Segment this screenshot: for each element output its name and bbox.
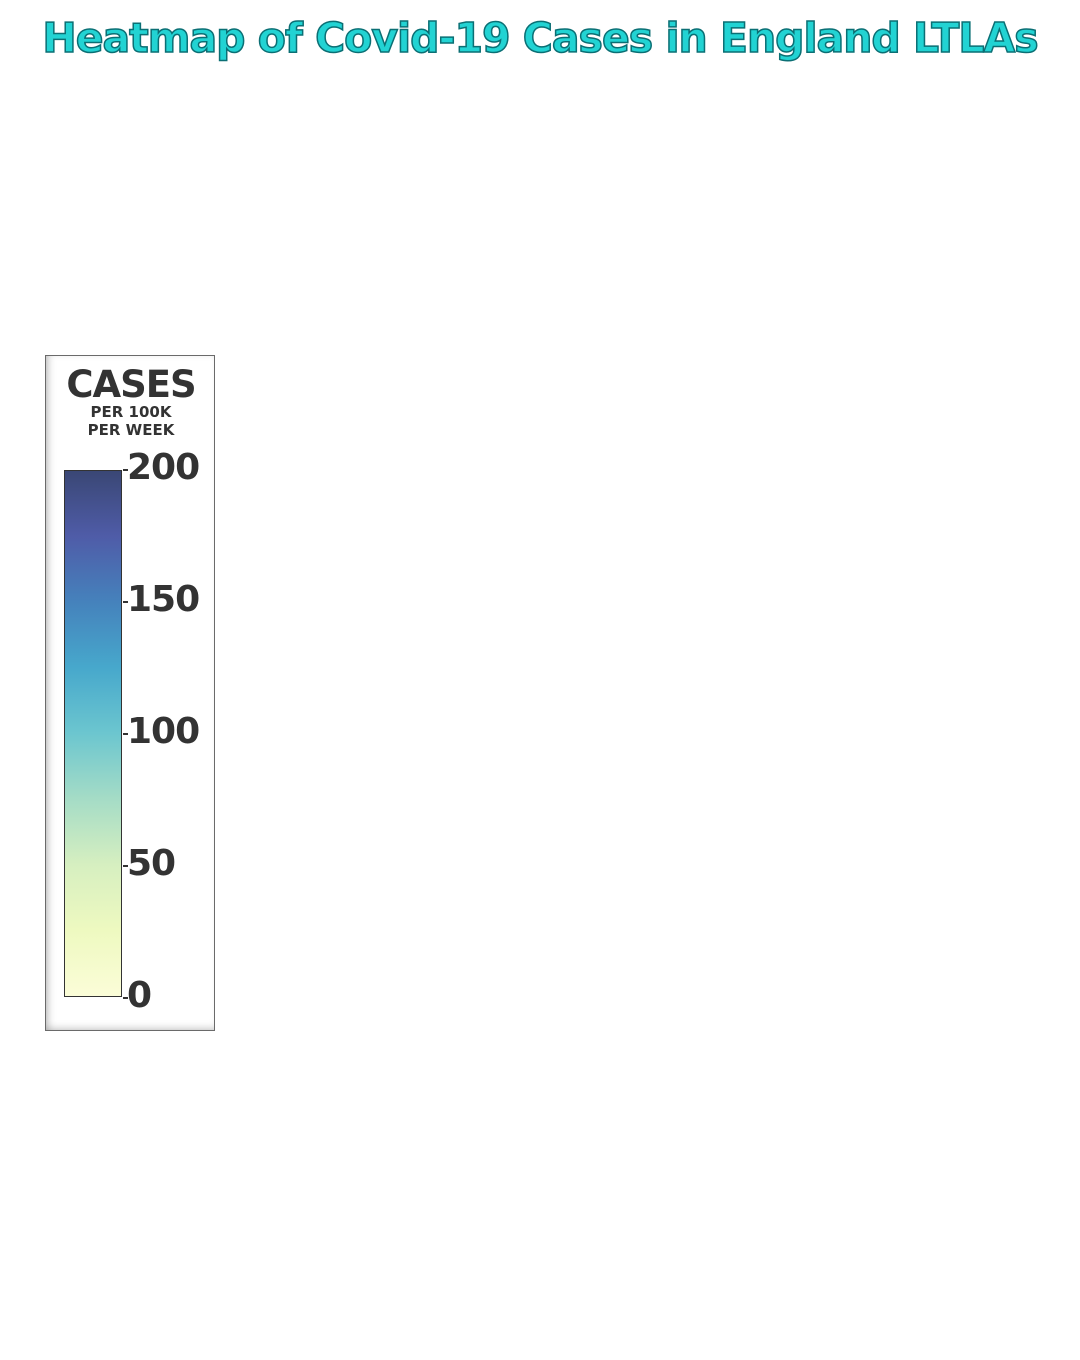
legend-subtitle-line2: PER WEEK: [87, 421, 175, 439]
colorbar-tick-label-100: 100: [127, 711, 200, 752]
colorbar-tick-0: [123, 997, 128, 999]
colorbar-gradient: [64, 470, 122, 997]
map-area: [230, 80, 1060, 1340]
map-title: Heatmap of Covid-19 Cases in England LTL…: [42, 13, 1040, 63]
colorbar-tick-label-200: 200: [127, 447, 200, 488]
colorbar-tick-100: [123, 733, 128, 735]
colorbar-tick-50: [123, 865, 128, 867]
colorbar-tick-label-150: 150: [127, 579, 200, 620]
legend-subtitle-line1: PER 100K: [90, 403, 172, 421]
colorbar-tick-200: [123, 469, 128, 471]
colorbar-legend: CASES PER 100K PER WEEK 200 150 100 50 0: [45, 355, 215, 1031]
colorbar-tick-label-0: 0: [127, 975, 152, 1016]
legend-title: CASES: [66, 363, 196, 406]
colorbar-tick-150: [123, 601, 128, 603]
colorbar-tick-label-50: 50: [127, 843, 176, 884]
